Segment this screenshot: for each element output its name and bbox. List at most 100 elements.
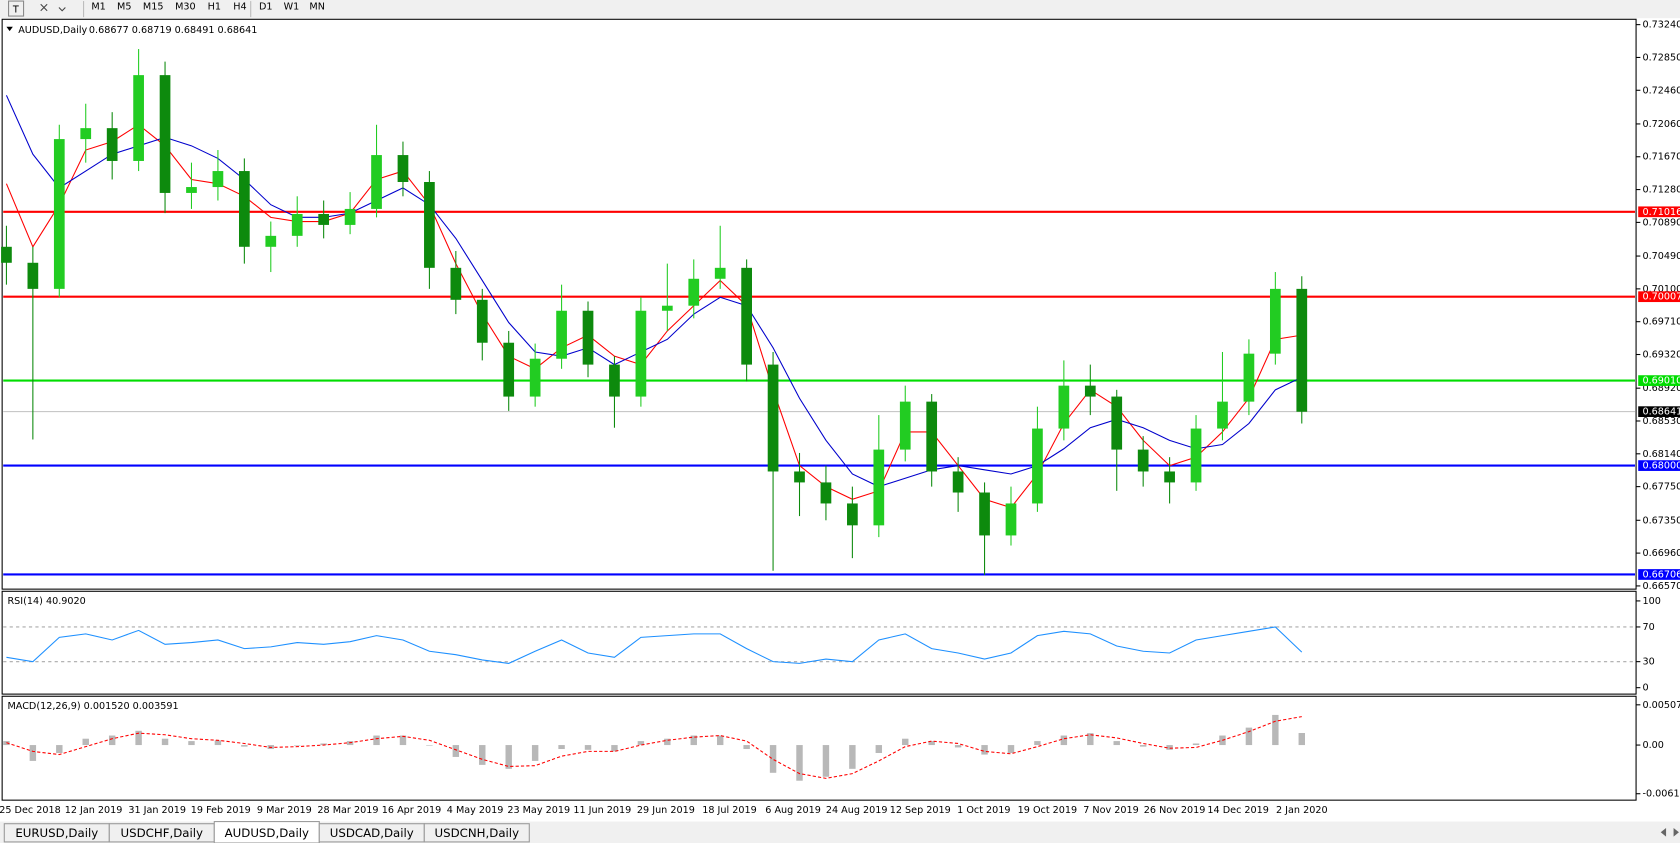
macd-bar xyxy=(1166,745,1173,750)
y-tick-label: 30 xyxy=(1643,657,1655,668)
macd-bar xyxy=(1034,741,1041,746)
tab-label[interactable]: USDCHF,Daily xyxy=(121,826,204,840)
candle-body xyxy=(556,310,567,359)
timeframe-button[interactable]: M30 xyxy=(175,1,196,12)
tab-label[interactable]: AUDUSD,Daily xyxy=(225,826,309,840)
tab[interactable] xyxy=(423,823,530,843)
y-tick-label: 0.72460 xyxy=(1643,85,1680,96)
candle-body xyxy=(344,208,356,225)
macd-bar xyxy=(161,738,169,746)
y-tick-label: 0.66960 xyxy=(1643,548,1680,559)
moving-average xyxy=(5,95,1303,488)
candle-body xyxy=(265,235,277,247)
x-tick-label: 19 Feb 2019 xyxy=(191,805,251,816)
timeframe-button[interactable]: MN xyxy=(309,1,325,12)
candle-body xyxy=(1243,353,1255,402)
candle-body xyxy=(371,155,382,209)
text-tool[interactable] xyxy=(8,0,25,17)
y-tick-label: 70 xyxy=(1643,622,1655,633)
level-tag xyxy=(1638,206,1680,218)
y-tick-label: 0.71670 xyxy=(1643,152,1680,163)
macd-bar xyxy=(743,745,750,750)
symbol: AUDUSD,Daily xyxy=(18,25,87,36)
macd-bar xyxy=(188,741,195,746)
y-tick-label: 0.68140 xyxy=(1643,449,1680,460)
level-tag xyxy=(1638,291,1680,303)
macd-bar xyxy=(690,735,697,746)
macd-bar xyxy=(584,745,592,750)
level-label: 0.68000 xyxy=(1643,461,1680,472)
timeframe-button[interactable]: W1 xyxy=(284,1,300,12)
timeframe-button[interactable]: H4 xyxy=(233,1,246,12)
macd-bar xyxy=(796,745,803,781)
candle-body xyxy=(1058,385,1070,429)
rsi-title: RSI(14) 40.9020 xyxy=(8,596,86,607)
timeframe-button[interactable]: H1 xyxy=(208,1,221,12)
level-label: 0.69010 xyxy=(1643,376,1680,387)
macd-bar xyxy=(1192,743,1200,746)
macd-bar xyxy=(373,735,380,746)
candle-body xyxy=(635,310,647,397)
x-tick-label: 24 Aug 2019 xyxy=(826,805,888,816)
y-tick-label: 0.68530 xyxy=(1643,416,1680,427)
candle-body xyxy=(873,449,885,526)
macd-bar xyxy=(1139,745,1147,747)
candle-body xyxy=(609,364,620,397)
macd-bar xyxy=(531,745,539,761)
y-tick-label: 0.70890 xyxy=(1643,217,1680,228)
candle-body xyxy=(979,492,990,536)
candle-body xyxy=(529,358,541,397)
x-tick-label: 11 Jun 2019 xyxy=(573,805,631,816)
level-tag xyxy=(1638,406,1680,418)
x-tick-label: 28 Mar 2019 xyxy=(317,805,378,816)
macd-bar xyxy=(241,745,248,747)
timeframe-button[interactable]: M5 xyxy=(117,1,131,12)
macd-bar xyxy=(320,743,327,746)
candle-body xyxy=(397,155,409,182)
y-tick-label: 0.67350 xyxy=(1643,515,1680,526)
level-label: 0.68641 xyxy=(1643,407,1680,418)
y-tick-label: 0.71280 xyxy=(1643,185,1680,196)
x-tick-label: 25 Dec 2018 xyxy=(0,805,61,816)
macd-bar xyxy=(981,745,988,755)
x-tick-label: 23 May 2019 xyxy=(507,805,570,816)
x-tick-label: 31 Jan 2019 xyxy=(128,805,186,816)
macd-bar xyxy=(1007,745,1015,753)
macd-bar xyxy=(928,741,935,746)
y-tick-label: -0.00614 xyxy=(1643,789,1680,800)
macd-bar xyxy=(611,745,618,752)
candle-body xyxy=(767,364,779,472)
toolbar xyxy=(0,0,1680,19)
tab-label[interactable]: USDCAD,Daily xyxy=(330,826,414,840)
candle-body xyxy=(133,75,144,161)
tab-label[interactable]: EURUSD,Daily xyxy=(15,826,98,840)
candle-body xyxy=(27,262,39,289)
macd-bar xyxy=(82,738,89,746)
candle-body xyxy=(476,299,488,343)
y-tick-label: 0.67750 xyxy=(1643,482,1680,493)
main-panel xyxy=(1,18,1637,590)
x-tick-label: 14 Dec 2019 xyxy=(1207,805,1269,816)
timeframe-button[interactable]: D1 xyxy=(259,1,273,12)
macd-bar xyxy=(479,745,486,765)
candle-body xyxy=(1164,471,1175,483)
candle-body xyxy=(794,471,805,483)
y-tick-label: 0.68920 xyxy=(1643,383,1680,394)
macd-bar xyxy=(769,745,777,773)
candle-body xyxy=(80,128,92,140)
rsi-panel xyxy=(1,590,1637,695)
timeframe-button[interactable]: M15 xyxy=(143,1,164,12)
x-tick-label: 12 Sep 2019 xyxy=(890,805,951,816)
y-tick-label: 0.69710 xyxy=(1643,317,1680,328)
x-tick-label: 19 Oct 2019 xyxy=(1018,805,1078,816)
candle-body xyxy=(291,213,303,236)
candle-body xyxy=(106,128,118,161)
tab-scroll[interactable] xyxy=(1660,828,1679,837)
tab-label[interactable]: USDCNH,Daily xyxy=(435,826,520,840)
macd-bar xyxy=(294,745,301,746)
candle-body xyxy=(186,187,197,193)
timeframe-button[interactable]: M1 xyxy=(91,1,105,12)
tool-icon[interactable] xyxy=(40,3,66,12)
